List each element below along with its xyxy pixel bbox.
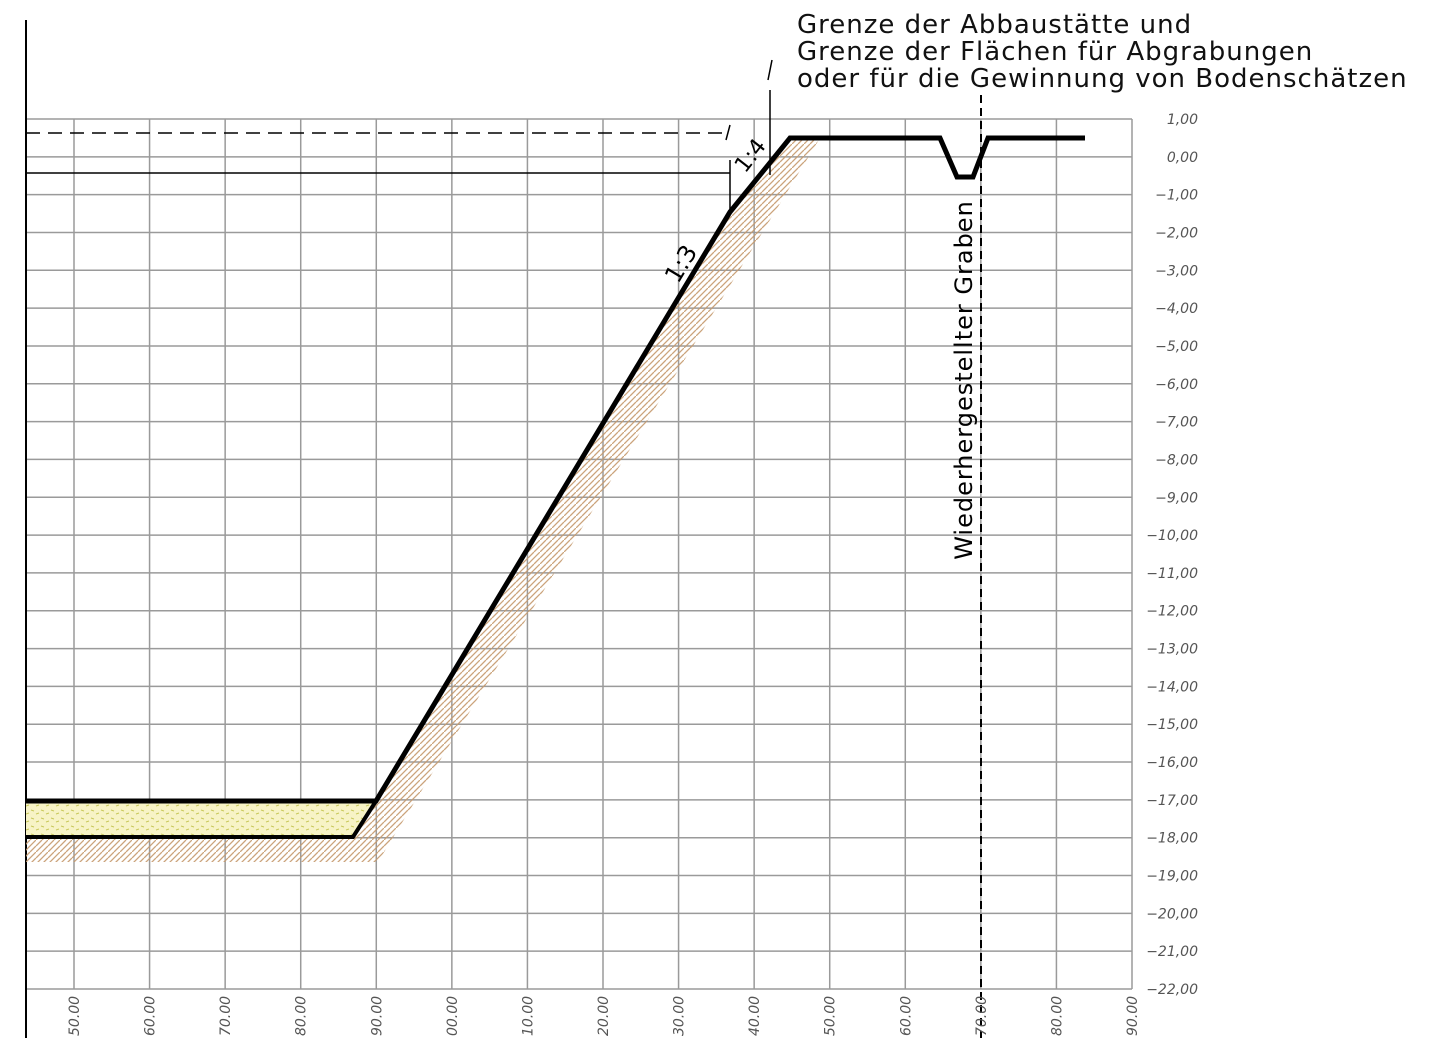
x-tick-label: 80.00 <box>294 996 310 1036</box>
y-tick-label: −19,00 <box>1146 869 1198 885</box>
y-tick-label: −2,00 <box>1155 225 1198 241</box>
y-tick-label: −11,00 <box>1146 566 1198 582</box>
y-tick-label: 0,00 <box>1167 150 1198 166</box>
y-tick-label: −7,00 <box>1155 415 1198 431</box>
y-tick-label: −16,00 <box>1146 755 1198 771</box>
y-tick-label: 1,00 <box>1167 112 1198 128</box>
x-tick-label: 60.00 <box>143 996 159 1036</box>
x-tick-label: 60.00 <box>898 996 914 1036</box>
y-tick-label: −3,00 <box>1155 263 1198 279</box>
y-tick-label: −17,00 <box>1146 793 1198 809</box>
profile <box>26 135 1085 804</box>
y-tick-label: −12,00 <box>1146 604 1198 620</box>
y-tick-label: −4,00 <box>1155 301 1198 317</box>
soil-hatch <box>26 138 820 862</box>
x-tick-label: 90.00 <box>1125 996 1141 1036</box>
y-tick-label: −20,00 <box>1146 906 1198 922</box>
x-tick-label: 90.00 <box>369 996 385 1036</box>
y-tick-label: −1,00 <box>1155 188 1198 204</box>
reeds <box>725 59 773 212</box>
x-tick-label: 00.00 <box>445 996 461 1036</box>
header-line: Grenze der Flächen für Abgrabungen <box>797 37 1313 67</box>
y-tick-label: −5,00 <box>1155 339 1198 355</box>
ditch-label: Wiederhergestellter Graben <box>950 200 978 560</box>
x-tick-label: 70.00 <box>974 996 990 1036</box>
header-line: oder für die Gewinnung von Bodenschätzen <box>797 64 1408 94</box>
x-tick-label: 20.00 <box>596 996 612 1036</box>
y-tick-label: −13,00 <box>1146 642 1198 658</box>
x-tick-label: 70.00 <box>218 996 234 1036</box>
y-tick-label: −14,00 <box>1146 679 1198 695</box>
y-tick-label: −6,00 <box>1155 377 1198 393</box>
sand <box>26 801 376 837</box>
y-tick-label: −9,00 <box>1155 490 1198 506</box>
y-tick-label: −10,00 <box>1146 528 1198 544</box>
x-tick-label: 50.00 <box>823 996 839 1036</box>
y-tick-label: −8,00 <box>1155 452 1198 468</box>
y-tick-label: −15,00 <box>1146 717 1198 733</box>
grid <box>26 118 1133 990</box>
header-line: Grenze der Abbaustätte und <box>797 10 1192 40</box>
x-tick-label: 40.00 <box>747 996 763 1036</box>
x-tick-label: 80.00 <box>1049 996 1065 1036</box>
x-tick-label: 10.00 <box>520 996 536 1036</box>
y-tick-label: −21,00 <box>1146 944 1198 960</box>
x-tick-label: 50.00 <box>67 996 83 1036</box>
x-tick-label: 30.00 <box>672 996 688 1036</box>
y-tick-label: −22,00 <box>1146 982 1198 998</box>
y-tick-label: −18,00 <box>1146 831 1198 847</box>
base <box>26 799 378 839</box>
